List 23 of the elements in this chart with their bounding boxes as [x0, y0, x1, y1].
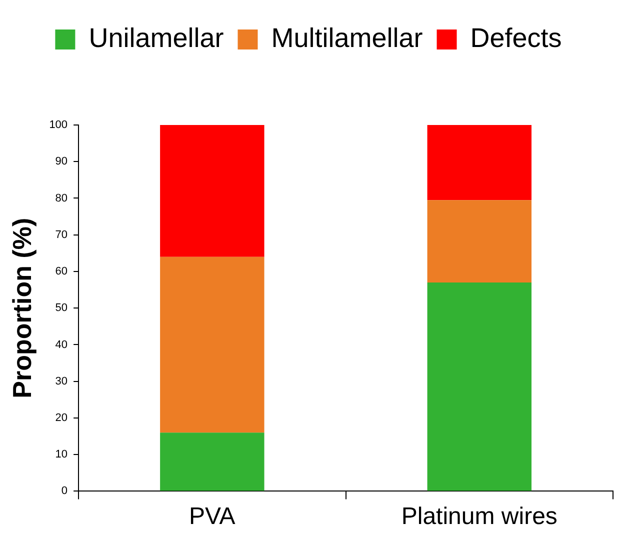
y-tick-label: 40 [55, 338, 68, 351]
bar [160, 125, 264, 257]
y-tick-label: 90 [55, 156, 68, 168]
bar [427, 125, 532, 200]
y-tick-label: 30 [55, 375, 68, 388]
y-tick-label: 50 [55, 302, 68, 314]
y-tick-label: 20 [55, 412, 68, 424]
legend-label: Unilamellar [88, 22, 224, 53]
y-tick-label: 10 [55, 448, 68, 461]
y-tick-label: 80 [55, 192, 68, 204]
y-tick-label: 70 [55, 228, 68, 241]
y-axis-title: Proportion (%) [6, 218, 37, 398]
legend-label: Defects [470, 22, 562, 53]
bar [160, 432, 264, 491]
legend-label: Multilamellar [271, 22, 423, 53]
bar [160, 256, 264, 433]
y-tick-label: 60 [55, 266, 68, 278]
x-tick-label: Platinum wires [401, 503, 558, 530]
y-tick-label: 100 [49, 119, 68, 132]
bar [427, 200, 532, 282]
bar [427, 282, 532, 491]
y-tick-label: 0 [61, 485, 68, 498]
x-tick-label: PVA [189, 503, 236, 530]
